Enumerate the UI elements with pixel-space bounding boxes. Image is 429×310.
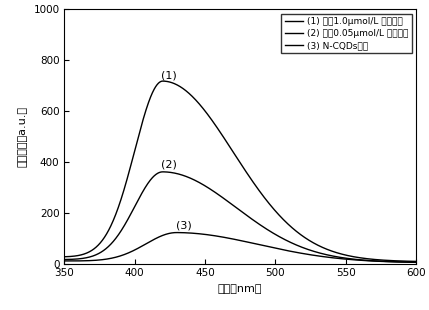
(3) N-CQDs空白 — [62, 259, 67, 263]
(2) 加入0.05μmol/L 氧氟沙星 — [414, 260, 419, 264]
(2) 加入0.05μmol/L 氧氟沙星 — [62, 258, 67, 261]
(2) 加入0.05μmol/L 氧氟沙星 — [304, 247, 309, 251]
(2) 加入0.05μmol/L 氧氟沙星 — [204, 185, 209, 189]
(3) N-CQDs空白 — [336, 257, 341, 260]
(3) N-CQDs空白 — [304, 252, 309, 256]
X-axis label: 波长（nm）: 波长（nm） — [218, 284, 263, 294]
(3) N-CQDs空白 — [174, 231, 179, 234]
(3) N-CQDs空白 — [217, 235, 222, 238]
(1) 加入1.0μmol/L 氧氟沙星 — [336, 251, 341, 255]
(1) 加入1.0μmol/L 氧氟沙星 — [414, 259, 419, 263]
(1) 加入1.0μmol/L 氧氟沙星 — [98, 241, 103, 245]
(2) 加入0.05μmol/L 氧氟沙星 — [343, 256, 348, 260]
Y-axis label: 荆光强度（a.u.）: 荆光强度（a.u.） — [18, 106, 28, 167]
(2) 加入0.05μmol/L 氧氟沙星 — [160, 170, 166, 174]
(2) 加入0.05μmol/L 氧氟沙星 — [98, 251, 103, 255]
Text: (1): (1) — [160, 71, 176, 81]
(1) 加入1.0μmol/L 氧氟沙星 — [160, 79, 166, 83]
(1) 加入1.0μmol/L 氧氟沙星 — [217, 130, 222, 133]
(1) 加入1.0μmol/L 氧氟沙星 — [304, 237, 309, 240]
Line: (1) 加入1.0μmol/L 氧氟沙星: (1) 加入1.0μmol/L 氧氟沙星 — [64, 81, 416, 261]
Text: (2): (2) — [160, 160, 176, 170]
(1) 加入1.0μmol/L 氧氟沙星 — [204, 112, 209, 115]
Legend: (1) 加入1.0μmol/L 氧氟沙星, (2) 加入0.05μmol/L 氧氟沙星, (3) N-CQDs空白: (1) 加入1.0μmol/L 氧氟沙星, (2) 加入0.05μmol/L 氧… — [281, 14, 411, 53]
(2) 加入0.05μmol/L 氧氟沙星 — [336, 255, 341, 259]
(3) N-CQDs空白 — [414, 260, 419, 264]
Text: (3): (3) — [176, 221, 192, 231]
(3) N-CQDs空白 — [98, 258, 103, 262]
(1) 加入1.0μmol/L 氧氟沙星 — [62, 255, 67, 259]
Line: (3) N-CQDs空白: (3) N-CQDs空白 — [64, 232, 416, 262]
(1) 加入1.0μmol/L 氧氟沙星 — [343, 253, 348, 257]
(3) N-CQDs空白 — [343, 257, 348, 261]
(2) 加入0.05μmol/L 氧氟沙星 — [217, 194, 222, 197]
Line: (2) 加入0.05μmol/L 氧氟沙星: (2) 加入0.05μmol/L 氧氟沙星 — [64, 172, 416, 262]
(3) N-CQDs空白 — [204, 233, 209, 237]
